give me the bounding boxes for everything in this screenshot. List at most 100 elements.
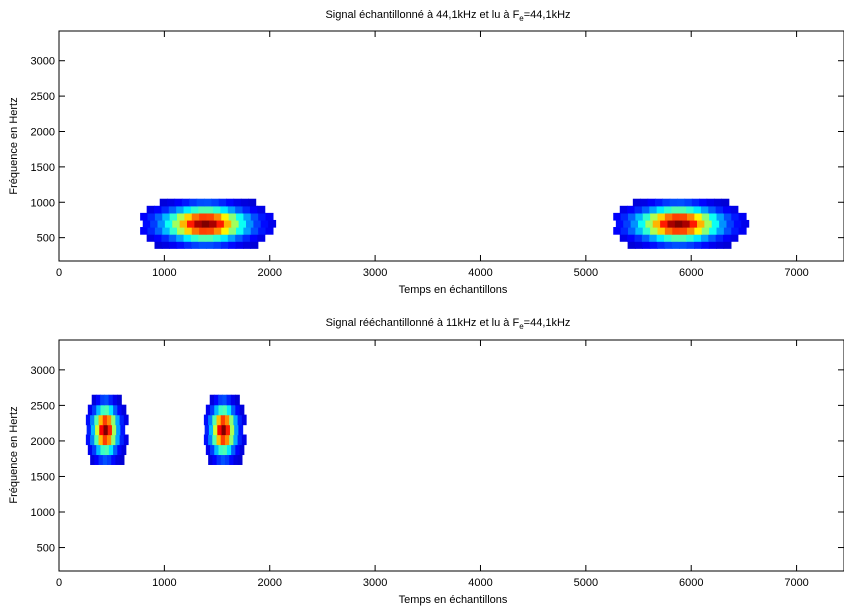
spectrogram-cell [258, 212, 267, 221]
spectrogram-cell [161, 205, 170, 214]
spectrogram-cell [230, 394, 236, 406]
spectrogram-cell [229, 424, 235, 436]
spectrogram-cell [220, 234, 229, 242]
y-tick-label: 3000 [31, 365, 55, 377]
spectrogram-cell [113, 404, 118, 416]
spectrogram-cell [213, 205, 222, 214]
spectrogram-cell [231, 219, 240, 228]
spectrogram-cell [719, 219, 728, 228]
spectrogram-cell [94, 434, 100, 446]
spectrogram-cell [730, 205, 739, 214]
spectrogram-cell [213, 227, 222, 235]
spectrogram-cell [265, 227, 274, 235]
spectrogram-cell [213, 234, 222, 242]
spectrogram-cell [220, 241, 229, 249]
x-tick-label: 6000 [679, 577, 703, 589]
spectrogram-cell [637, 219, 646, 228]
spectrogram-cell [664, 212, 673, 221]
spectrogram-cell [108, 394, 114, 406]
spectrogram-cell [701, 212, 710, 221]
y-tick-label: 500 [37, 233, 55, 245]
spectrogram-cell [634, 234, 643, 242]
spectrogram-cell [711, 219, 720, 228]
spectrogram-cell [146, 234, 155, 242]
spectrogram-cell [85, 414, 91, 426]
spectrogram-cell [672, 227, 681, 235]
spectrogram-cell [211, 198, 220, 207]
spectrogram-cell [613, 212, 622, 221]
spectrogram-cell [642, 212, 651, 221]
spectrogram-cell [221, 212, 230, 221]
x-tick-label: 4000 [468, 577, 492, 589]
spectrogram-cell [226, 198, 235, 207]
spectrogram-cell [203, 414, 209, 426]
panel-bottom-x-ticks: 0 1000 2000 3000 4000 5000 6000 7000 [56, 340, 809, 589]
spectrogram-cell [183, 205, 192, 214]
spectrogram-cell [726, 219, 735, 228]
spectrogram-cell [213, 424, 218, 436]
spectrogram-cell [218, 404, 224, 416]
spectrogram-cell [243, 227, 252, 235]
spectrogram-cell [184, 212, 193, 221]
spectrogram-cell [233, 434, 239, 446]
spectrogram-cell [174, 198, 183, 207]
spectrogram-cell [258, 227, 267, 235]
spectrogram-cell [248, 198, 257, 207]
spectrogram-cell [246, 219, 254, 228]
spectrogram-cell [656, 205, 665, 214]
spectrogram-blob [613, 198, 750, 249]
x-tick-label: 3000 [363, 267, 387, 279]
spectrogram-cell [715, 205, 724, 214]
spectrogram-cell [119, 414, 125, 426]
spectrogram-cell [733, 219, 742, 228]
spectrogram-cell [225, 424, 231, 436]
spectrogram-cell [723, 212, 732, 221]
spectrogram-cell [191, 212, 200, 221]
spectrogram-cell [167, 198, 176, 207]
spectrogram-cell [164, 219, 173, 228]
spectrogram-cell [238, 219, 247, 228]
spectrogram-cell [693, 234, 702, 242]
spectrogram-cell [223, 219, 232, 228]
spectrogram-cell [708, 234, 717, 242]
spectrogram-cell [218, 394, 223, 406]
spectrogram-cell [191, 227, 200, 235]
spectrogram-cell [678, 205, 687, 214]
spectrogram-cell [627, 227, 636, 235]
spectrogram-cell [111, 424, 117, 436]
spectrogram-cell [220, 414, 226, 426]
spectrogram-cell [239, 404, 245, 416]
spectrogram-cell [86, 424, 92, 436]
spectrogram-cell [723, 241, 732, 249]
spectrogram-cell [642, 227, 651, 235]
spectrogram-cell [103, 424, 109, 436]
panel-top-plot-area [140, 198, 750, 249]
spectrogram-cell [168, 234, 177, 242]
spectrogram-cell [664, 234, 673, 242]
spectrogram-cell [613, 227, 622, 235]
spectrogram-cell [257, 234, 266, 242]
spectrogram-cell [657, 241, 666, 249]
spectrogram-cell [142, 219, 151, 228]
panel-bottom-plot-area [85, 394, 247, 465]
spectrogram-cell [98, 434, 104, 446]
spectrogram-cell [691, 198, 700, 207]
spectrogram-cell [738, 212, 747, 221]
spectrogram-cell [212, 454, 218, 465]
spectrogram-cell [627, 241, 636, 249]
spectrogram-cell [684, 198, 693, 207]
spectrogram-blob [85, 394, 129, 465]
spectrogram-cell [117, 444, 123, 456]
spectrogram-cell [189, 198, 198, 207]
spectrogram-cell [731, 227, 740, 235]
spectrogram-cell [209, 394, 215, 406]
spectrogram-cell [649, 234, 658, 242]
spectrogram-cell [111, 454, 117, 465]
spectrogram-cell [664, 227, 673, 235]
spectrogram-cell [206, 212, 215, 221]
spectrogram-cell [649, 241, 658, 249]
spectrogram-cell [169, 212, 178, 221]
spectrogram-cell [87, 444, 93, 456]
spectrogram-cell [104, 404, 110, 416]
